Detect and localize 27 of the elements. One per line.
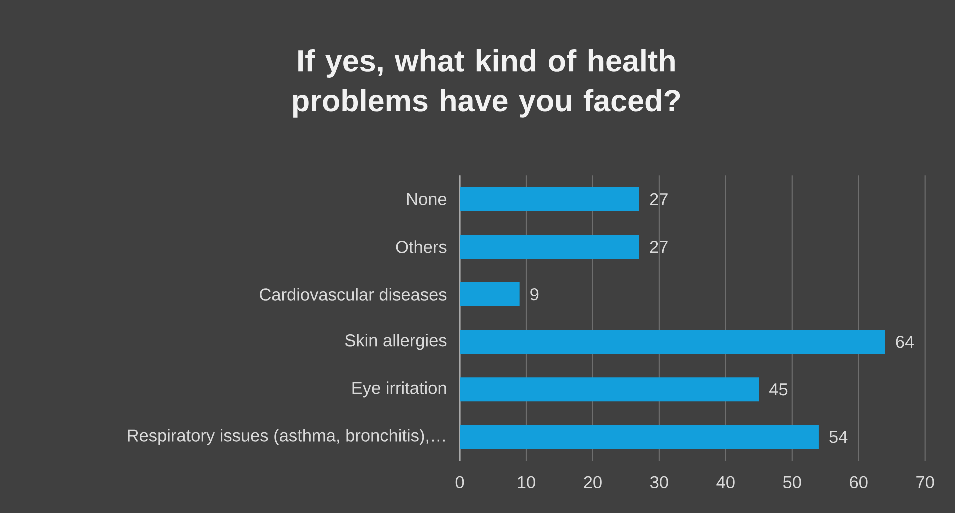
data-label: 27 — [650, 240, 668, 254]
y-tick-label: None — [407, 193, 447, 206]
x-tick-label: 60 — [850, 476, 868, 489]
x-tick-label: 20 — [584, 476, 602, 489]
bar — [460, 235, 640, 259]
y-tick-label: Eye irritation — [352, 382, 446, 398]
y-tick-label: Skin allergies — [345, 334, 447, 350]
x-tick-label: 50 — [783, 476, 802, 489]
x-tick-label: 40 — [716, 476, 735, 489]
bar — [460, 282, 520, 307]
bar — [460, 330, 886, 354]
x-tick-label: 30 — [650, 476, 668, 489]
x-tick-label: 10 — [518, 476, 536, 489]
chart-title: If yes, what kind of health problems have you faced? — [293, 49, 680, 118]
data-label: 64 — [896, 336, 914, 348]
y-tick-label: Respiratory issues (asthma, bronchitis),… — [128, 429, 445, 446]
y-tick-label: Cardiovascular diseases — [260, 288, 447, 301]
data-label: 54 — [830, 431, 848, 444]
bar — [460, 378, 760, 402]
x-tick-label: 70 — [916, 476, 934, 489]
y-tick-label: Others — [396, 240, 447, 254]
x-tick-label: 0 — [456, 476, 464, 489]
data-label: 9 — [530, 288, 539, 301]
bar — [460, 187, 640, 212]
data-label: 45 — [770, 384, 788, 396]
bar — [460, 425, 819, 450]
data-label: 27 — [650, 193, 668, 206]
